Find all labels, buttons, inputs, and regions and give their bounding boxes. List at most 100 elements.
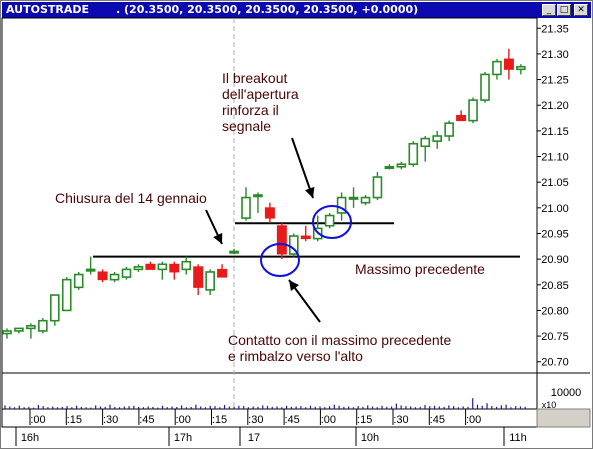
candle-body-up xyxy=(73,273,84,289)
contact-annotation: Contatto con il massimo precedente e rim… xyxy=(228,332,451,364)
window-symbol: AUTOSTRADE xyxy=(6,3,90,16)
price-tick-label: 20.95 xyxy=(541,228,569,240)
candle-body-up xyxy=(14,327,24,332)
candle-body-up xyxy=(444,122,454,137)
candle-body-up xyxy=(109,273,120,281)
price-tick-label: 20.75 xyxy=(541,331,569,343)
price-tick-label: 20.80 xyxy=(541,305,569,317)
candle-body-up xyxy=(49,294,60,322)
time-tick-label: :15 xyxy=(357,414,372,426)
candle-body-up xyxy=(468,99,478,122)
date-tick-label: 17 xyxy=(248,432,260,444)
candle-body-down xyxy=(145,263,156,270)
price-tick-label: 20.90 xyxy=(541,254,569,266)
candle-body-up xyxy=(253,194,263,198)
time-tick-label: :30 xyxy=(248,414,263,426)
volume-tick-label: 10000 xyxy=(551,387,582,399)
candle-body-down xyxy=(276,225,287,255)
candle-body-up xyxy=(372,176,383,199)
candle-body-down xyxy=(217,268,228,278)
price-tick-label: 20.85 xyxy=(541,280,569,292)
breakout-circle xyxy=(312,205,352,239)
close-jan14-arrow-head xyxy=(213,232,223,244)
breakout-line-4: segnale xyxy=(222,118,272,134)
candle-body-up xyxy=(516,65,526,71)
contact-line-1: Contatto con il massimo precedente xyxy=(228,332,452,348)
candle-body-up xyxy=(2,330,12,335)
candle-body-up xyxy=(480,73,490,101)
candle-body-up xyxy=(229,250,239,254)
candle-body-up xyxy=(181,260,192,271)
breakout-arrow-head xyxy=(304,186,315,198)
contact-arrow-head xyxy=(289,280,299,292)
candle-body-up xyxy=(408,142,419,166)
breakout-line-1: Il breakout xyxy=(222,70,288,86)
time-tick-label: :45 xyxy=(139,414,154,426)
candle-body-up xyxy=(492,60,502,76)
volume-unit-label: x10 xyxy=(542,400,557,410)
candle-body-down xyxy=(300,235,311,240)
price-tick-label: 21.15 xyxy=(541,126,569,138)
price-tick-label: 20.70 xyxy=(541,357,569,369)
date-tick-label: 17h xyxy=(174,432,192,444)
candle-body-down xyxy=(193,266,204,288)
date-tick-label: 11h xyxy=(509,432,527,444)
date-tick-label: 10h xyxy=(361,432,379,444)
price-tick-label: 21.25 xyxy=(541,75,569,87)
candle-body-up xyxy=(61,278,72,312)
candle-body-up xyxy=(288,235,299,255)
candle-body-up xyxy=(121,268,132,278)
minimize-button[interactable]: _ xyxy=(542,4,556,16)
candle-body-down xyxy=(264,207,275,219)
breakout-line-3: rinforza il xyxy=(222,102,279,118)
price-tick-label: 21.10 xyxy=(541,152,569,164)
scale-corner xyxy=(536,408,591,428)
time-tick-label: :45 xyxy=(284,414,299,426)
candle-body-up xyxy=(360,196,371,204)
candle-body-up xyxy=(241,196,251,219)
close-button[interactable]: ✕ xyxy=(574,4,588,16)
candle-body-up xyxy=(420,137,431,148)
contact-circle xyxy=(260,243,300,277)
price-tick-label: 21.35 xyxy=(541,23,569,35)
time-tick-label: :15 xyxy=(67,414,82,426)
date-band xyxy=(2,430,537,446)
time-tick-label: :00 xyxy=(466,414,481,426)
price-tick-label: 21.00 xyxy=(541,203,569,215)
date-tick-label: 16h xyxy=(21,432,39,444)
time-tick-label: :45 xyxy=(430,414,445,426)
candle-body-up xyxy=(396,163,407,168)
time-tick-label: :00 xyxy=(176,414,191,426)
candle-body-up xyxy=(85,268,96,272)
candle-body-up xyxy=(133,266,144,271)
candle-body-up xyxy=(384,165,395,170)
title-bar[interactable]: AUTOSTRADE . (20.3500, 20.3500, 20.3500,… xyxy=(2,2,591,18)
price-tick-label: 21.20 xyxy=(541,100,569,112)
breakout-line-2: dell'apertura xyxy=(222,86,299,102)
time-tick-label: :00 xyxy=(30,414,45,426)
candle-body-up xyxy=(348,196,359,200)
breakout-arrow xyxy=(291,137,314,199)
time-tick-label: :00 xyxy=(321,414,336,426)
candle-body-up xyxy=(324,214,335,227)
candle-body-up xyxy=(157,263,168,271)
close-jan14-annotation: Chiusura del 14 gennaio xyxy=(55,190,207,206)
candle-body-down xyxy=(97,271,108,281)
maximize-button[interactable]: □ xyxy=(557,4,571,16)
time-tick-label: :30 xyxy=(103,414,118,426)
previous-high-label: Massimo precedente xyxy=(355,261,485,277)
candle-body-up xyxy=(432,135,443,142)
contact-line-2: e rimbalzo verso l'alto xyxy=(228,348,363,364)
breakout-annotation: Il breakout dell'apertura rinforza il se… xyxy=(222,70,299,134)
candle-body-down xyxy=(169,263,180,273)
time-tick-label: :15 xyxy=(212,414,227,426)
candle-body-down xyxy=(503,58,514,70)
candle-body-down xyxy=(456,114,467,122)
time-tick-label: :30 xyxy=(393,414,408,426)
price-tick-label: 21.05 xyxy=(541,177,569,189)
candle-body-up xyxy=(38,319,48,332)
candle-body-up xyxy=(205,271,215,291)
window-quote: . (20.3500, 20.3500, 20.3500, 20.3500, +… xyxy=(116,3,419,16)
price-tick-label: 21.30 xyxy=(541,49,569,61)
